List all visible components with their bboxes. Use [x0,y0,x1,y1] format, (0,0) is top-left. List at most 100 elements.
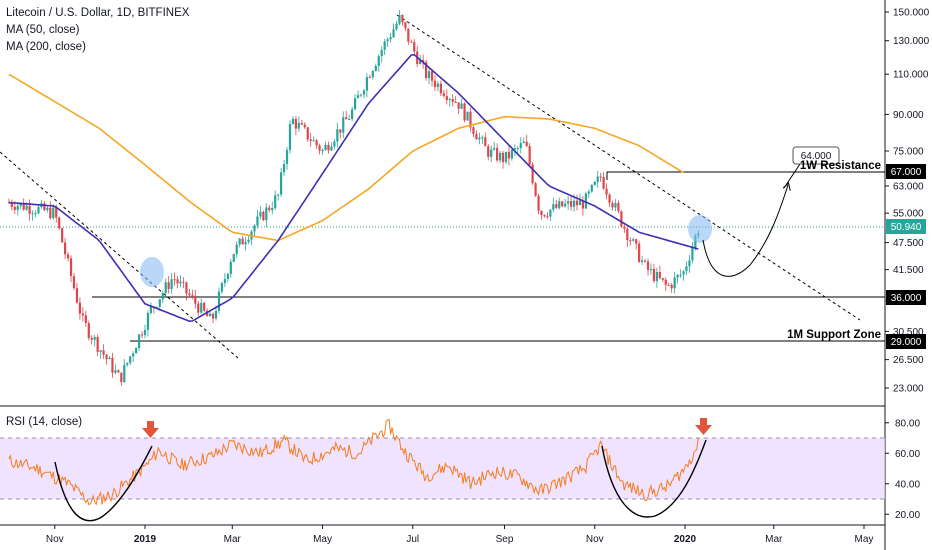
candle-body [596,176,599,182]
ma200-legend: MA (200, close) [6,41,86,53]
candle-body [244,241,247,245]
candle-body [19,203,22,206]
candle-body [407,28,410,42]
candle-body [439,83,442,94]
candle-body [427,71,431,79]
candle-body [460,103,463,109]
candle-body [567,201,570,204]
candle-body [75,288,79,303]
candle-body [58,217,61,229]
price-tick-label: 47.500 [893,238,924,249]
candle-body [282,163,286,173]
candle-body [327,144,330,151]
time-axis: Nov 2019 Mar May Jul Sep Nov 2020 Mar May [46,525,873,545]
candle-body [638,243,641,262]
candle-body [185,282,188,294]
candle-body [475,133,478,140]
candle-body [108,357,111,360]
candle-body [496,147,499,161]
candle-body [170,279,173,289]
candle-body [688,260,691,267]
candle-body [72,276,76,289]
rsi-tick-label: 80.00 [895,418,920,429]
candle-body [330,146,333,151]
candle-body [371,70,374,78]
candle-body [324,144,327,151]
candle-body [10,202,13,207]
candle-body [365,77,369,91]
candle-body [182,281,185,283]
candle-body [498,153,502,161]
svg-text:29.000: 29.000 [891,337,922,348]
candle-body [241,238,244,245]
candle-body [105,354,108,360]
candle-body [513,148,516,150]
candle-body [223,279,226,284]
candle-body [214,310,218,319]
price-tick-label: 30.500 [893,327,924,338]
candle-body [635,239,638,244]
candle-body [386,39,389,42]
candle-body [543,214,546,217]
candle-body [34,213,37,215]
candle-body [155,306,158,308]
candle-body [454,101,457,103]
candle-body [504,151,508,163]
candle-body [336,129,339,142]
candle-body [534,183,537,196]
candle-body [140,334,144,336]
candle-body [111,357,114,373]
candle-body [558,201,561,208]
candle-body [611,202,614,208]
candle-body [274,195,277,209]
candle-body [581,200,585,209]
candle-body [315,140,318,146]
candle-body [590,184,593,192]
candle-body [569,201,573,207]
candle-body [90,337,93,340]
candle-body [632,239,635,241]
candle-body [555,204,558,208]
candle-body [599,176,602,178]
time-tick-label: 2019 [134,534,157,545]
target-callout [792,146,840,165]
candle-body [652,268,656,282]
candle-body [549,209,552,217]
trendline-2018 [0,151,239,359]
candle-body [22,203,25,210]
candle-body [691,247,694,261]
candle-body [339,129,342,133]
price-tick-label: 55.000 [893,209,924,220]
candle-body [87,322,90,338]
candle-body [16,205,19,210]
rsi-legend: RSI (14, close) [6,416,83,428]
rsi-arc-2019 [54,445,153,522]
ma50-legend: MA (50, close) [6,24,80,36]
price-tick-label: 75.000 [893,146,924,157]
candle-body [661,278,664,280]
candle-body [46,207,49,211]
candle-body [179,281,182,284]
candle-body [424,62,428,79]
candle-body [507,151,511,159]
candle-body [481,137,484,139]
candle-body [620,211,623,227]
candle-body [297,123,300,129]
candle-body [126,362,129,365]
price-tag-36: 36.000 [886,290,926,305]
time-tick-label: Nov [586,534,604,545]
candle-body [614,202,617,208]
candle-body [445,96,448,100]
candle-body [129,356,132,363]
candle-body [587,191,590,194]
candle-body [531,164,534,184]
candle-body [649,268,653,270]
candle-body [206,310,209,317]
price-tick-label: 63.000 [893,181,924,192]
candle-body [682,271,685,275]
candle-body [522,141,525,144]
candle-body [345,117,348,120]
candle-body [436,83,440,87]
price-tag-last: 50.940 [886,219,926,234]
candle-body [132,353,135,357]
